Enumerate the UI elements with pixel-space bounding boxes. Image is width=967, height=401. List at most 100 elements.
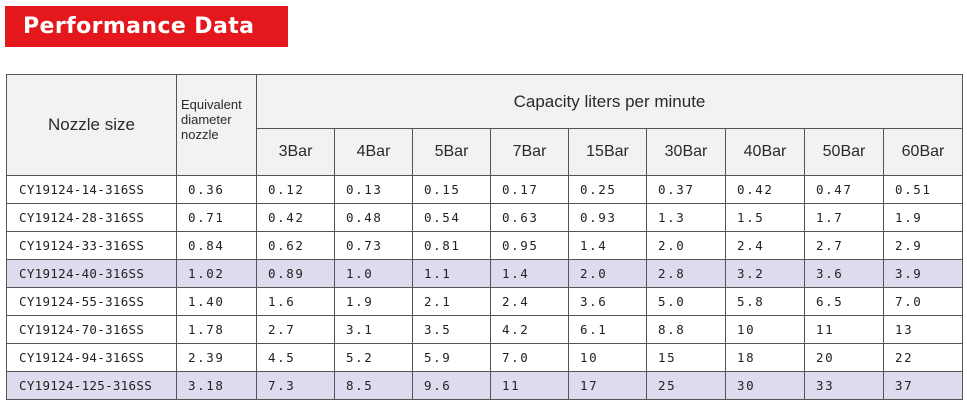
flow-cell: 2.9: [882, 231, 964, 260]
flow-cell: 30: [725, 371, 805, 400]
flow-cell: 0.12: [256, 175, 335, 204]
flow-cell: 3.6: [804, 259, 884, 288]
flow-cell: 8.8: [646, 315, 726, 344]
flow-cell: 2.0: [646, 231, 726, 260]
table-row: CY19124-125-316SS 3.18 7.3 8.5 9.6 11 17 25 30 33…: [6, 371, 964, 400]
flow-cell: 2.7: [804, 231, 884, 260]
equivalent-diameter-cell: 1.78: [176, 315, 257, 344]
flow-cell: 15: [646, 343, 726, 372]
flow-cell: 1.9: [334, 287, 413, 316]
flow-cell: 1.6: [256, 287, 335, 316]
flow-cell: 11: [490, 371, 569, 400]
flow-cell: 1.4: [568, 231, 647, 260]
flow-cell: 3.2: [725, 259, 805, 288]
flow-cell: 5.2: [334, 343, 413, 372]
flow-cell: 0.42: [725, 175, 805, 204]
flow-cell: 0.47: [804, 175, 884, 204]
flow-cell: 0.93: [568, 203, 647, 232]
flow-cell: 1.9: [882, 203, 964, 232]
flow-cell: 0.42: [256, 203, 335, 232]
flow-cell: 10: [725, 315, 805, 344]
flow-cell: 0.62: [256, 231, 335, 260]
equivalent-diameter-cell: 1.40: [176, 287, 257, 316]
pressure-header-30bar: 30Bar: [646, 128, 726, 176]
flow-cell: 1.1: [412, 259, 491, 288]
flow-cell: 10: [568, 343, 647, 372]
pressure-header-60bar: 60Bar: [882, 128, 964, 176]
flow-cell: 8.5: [334, 371, 413, 400]
flow-cell: 11: [804, 315, 884, 344]
flow-cell: 4.2: [490, 315, 569, 344]
equivalent-diameter-cell: 2.39: [176, 343, 257, 372]
pressure-header-40bar: 40Bar: [725, 128, 805, 176]
nozzle-model-cell: CY19124-33-316SS: [6, 231, 177, 260]
flow-cell: 9.6: [412, 371, 491, 400]
table-row: CY19124-40-316SS 1.02 0.89 1.0 1.1 1.4 2.0 2.8 3…: [6, 259, 964, 288]
flow-cell: 2.8: [646, 259, 726, 288]
flow-cell: 0.81: [412, 231, 491, 260]
nozzle-model-cell: CY19124-125-316SS: [6, 371, 177, 400]
capacity-header: Capacity liters per minute: [255, 74, 964, 129]
flow-cell: 0.51: [882, 175, 964, 204]
flow-cell: 1.7: [804, 203, 884, 232]
flow-cell: 2.4: [490, 287, 569, 316]
flow-cell: 0.73: [334, 231, 413, 260]
flow-cell: 3.6: [568, 287, 647, 316]
flow-cell: 0.37: [646, 175, 726, 204]
table-row: CY19124-55-316SS 1.40 1.6 1.9 2.1 2.4 3.6 5.0 5.…: [6, 287, 964, 316]
flow-cell: 2.0: [568, 259, 647, 288]
flow-cell: 33: [804, 371, 884, 400]
page-title: Performance Data: [5, 6, 288, 47]
flow-cell: 5.9: [412, 343, 491, 372]
flow-cell: 0.13: [334, 175, 413, 204]
flow-cell: 0.15: [412, 175, 491, 204]
flow-cell: 7.0: [882, 287, 964, 316]
flow-cell: 5.8: [725, 287, 805, 316]
flow-cell: 0.54: [412, 203, 491, 232]
flow-cell: 2.7: [256, 315, 335, 344]
flow-cell: 7.3: [256, 371, 335, 400]
table-row: CY19124-94-316SS 2.39 4.5 5.2 5.9 7.0 10 15 18 20…: [6, 343, 964, 372]
nozzle-model-cell: CY19124-14-316SS: [6, 175, 177, 204]
performance-table: Nozzle size Equivalent diameter nozzle C…: [6, 74, 964, 400]
pressure-header-3bar: 3Bar: [256, 128, 335, 176]
flow-cell: 1.0: [334, 259, 413, 288]
equivalent-diameter-cell: 3.18: [176, 371, 257, 400]
equivalent-diameter-cell: 0.36: [176, 175, 257, 204]
pressure-header-5bar: 5Bar: [412, 128, 491, 176]
flow-cell: 1.4: [490, 259, 569, 288]
flow-cell: 18: [725, 343, 805, 372]
table-row: CY19124-70-316SS 1.78 2.7 3.1 3.5 4.2 6.1 8.8 10…: [6, 315, 964, 344]
flow-cell: 2.4: [725, 231, 805, 260]
flow-cell: 3.1: [334, 315, 413, 344]
pressure-header-7bar: 7Bar: [490, 128, 569, 176]
equivalent-diameter-header: Equivalent diameter nozzle: [176, 74, 257, 176]
flow-cell: 1.3: [646, 203, 726, 232]
flow-cell: 22: [882, 343, 964, 372]
pressure-header-4bar: 4Bar: [334, 128, 413, 176]
flow-cell: 25: [646, 371, 726, 400]
nozzle-model-cell: CY19124-70-316SS: [6, 315, 177, 344]
flow-cell: 13: [882, 315, 964, 344]
flow-cell: 2.1: [412, 287, 491, 316]
flow-cell: 6.1: [568, 315, 647, 344]
nozzle-model-cell: CY19124-40-316SS: [6, 259, 177, 288]
flow-cell: 6.5: [804, 287, 884, 316]
flow-cell: 5.0: [646, 287, 726, 316]
table-row: CY19124-14-316SS 0.36 0.12 0.13 0.15 0.17 0.25…: [6, 175, 964, 204]
pressure-header-15bar: 15Bar: [568, 128, 647, 176]
flow-cell: 0.95: [490, 231, 569, 260]
nozzle-size-header: Nozzle size: [6, 74, 177, 176]
flow-cell: 0.17: [490, 175, 569, 204]
flow-cell: 1.5: [725, 203, 805, 232]
pressure-header-50bar: 50Bar: [804, 128, 884, 176]
flow-cell: 0.63: [490, 203, 569, 232]
nozzle-model-cell: CY19124-55-316SS: [6, 287, 177, 316]
nozzle-model-cell: CY19124-28-316SS: [6, 203, 177, 232]
flow-cell: 17: [568, 371, 647, 400]
nozzle-model-cell: CY19124-94-316SS: [6, 343, 177, 372]
table-row: CY19124-33-316SS 0.84 0.62 0.73 0.81 0.95 1.4 2…: [6, 231, 964, 260]
flow-cell: 4.5: [256, 343, 335, 372]
equivalent-diameter-cell: 0.84: [176, 231, 257, 260]
table-row: CY19124-28-316SS 0.71 0.42 0.48 0.54 0.63 0.93…: [6, 203, 964, 232]
